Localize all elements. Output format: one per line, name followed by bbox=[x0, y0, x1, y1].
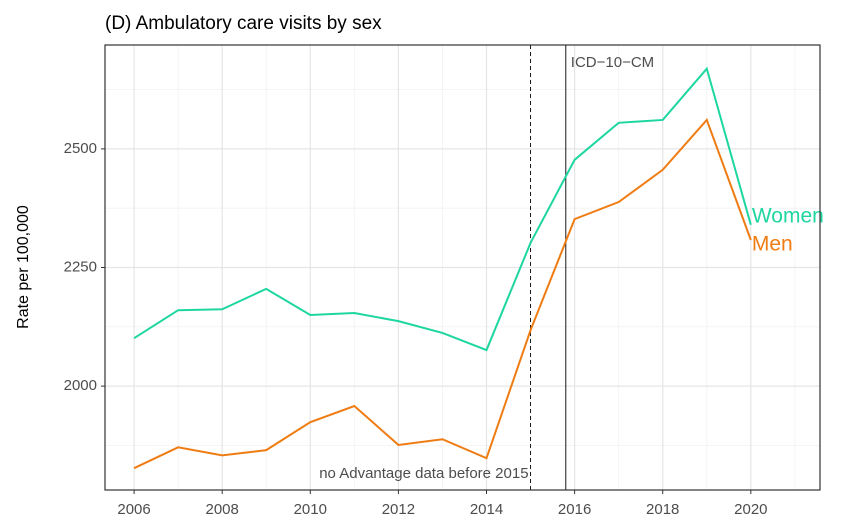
chart-title: (D) Ambulatory care visits by sex bbox=[105, 13, 382, 34]
annotation: no Advantage data before 2015 bbox=[319, 465, 528, 482]
x-tick-label: 2006 bbox=[117, 501, 150, 518]
series-line bbox=[133, 66, 752, 352]
y-tick-label: 2250 bbox=[64, 258, 97, 275]
series-label: Men bbox=[752, 233, 793, 256]
y-axis-title: Rate per 100,000 bbox=[15, 205, 32, 329]
x-tick-label: 2012 bbox=[382, 501, 415, 518]
x-tick-label: 2008 bbox=[205, 501, 238, 518]
x-tick-label: 2020 bbox=[734, 501, 767, 518]
series-line bbox=[133, 118, 752, 470]
y-tick-label: 2000 bbox=[64, 377, 97, 394]
series-label: Women bbox=[752, 204, 824, 227]
x-tick-label: 2016 bbox=[558, 501, 591, 518]
panel-border bbox=[104, 44, 821, 491]
x-tick-label: 2014 bbox=[470, 501, 503, 518]
annotation: ICD−10−CM bbox=[571, 54, 654, 71]
x-tick-label: 2018 bbox=[646, 501, 679, 518]
x-tick-label: 2010 bbox=[294, 501, 327, 518]
y-tick-label: 2500 bbox=[64, 140, 97, 157]
